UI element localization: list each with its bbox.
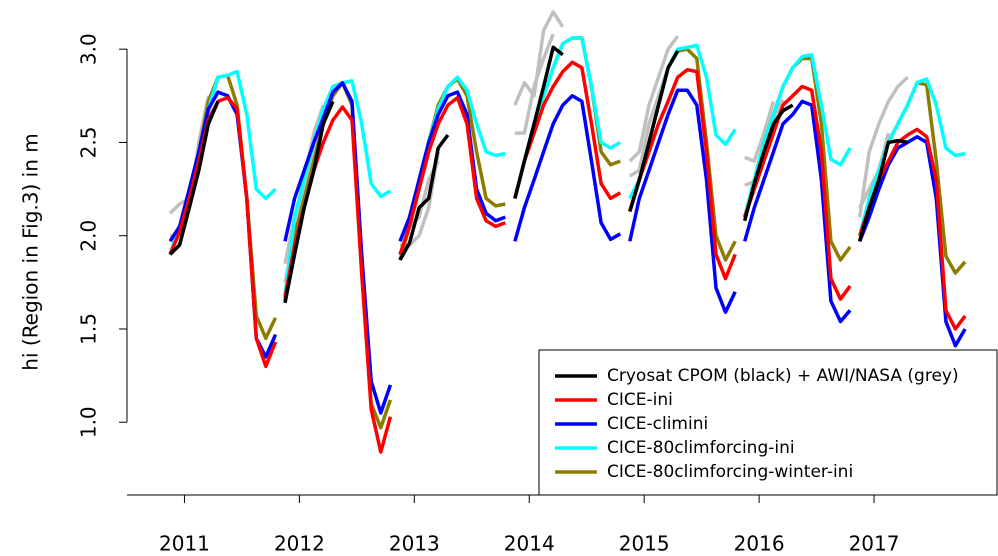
line-segment [513, 45, 564, 199]
line-segment [513, 36, 622, 199]
line-segment [743, 84, 852, 301]
y-tick-label: 1.5 [77, 313, 101, 345]
y-tick-label: 2.0 [77, 220, 101, 252]
line-segment [283, 79, 392, 296]
x-tick-label: 2017 [849, 532, 900, 556]
x-tick-label: 2016 [734, 532, 785, 556]
series [170, 33, 891, 283]
x-tick-label: 2011 [159, 532, 210, 556]
line-segment [398, 75, 506, 255]
line-segment [858, 127, 967, 331]
line-segment [858, 135, 967, 348]
line-segment [283, 100, 335, 304]
legend-label: CICE-80climforcing-ini [607, 438, 795, 458]
x-tick-label: 2014 [504, 532, 555, 556]
line-segment [858, 77, 966, 237]
line-segment [513, 60, 622, 201]
series [168, 81, 967, 415]
line-segment [858, 138, 908, 242]
series [168, 45, 908, 304]
line-segment [398, 95, 506, 255]
line-segment [513, 10, 565, 106]
line-segment [743, 103, 794, 222]
y-tick-label: 1.0 [77, 406, 101, 438]
x-tick-label: 2015 [619, 532, 670, 556]
line-segment [168, 95, 278, 369]
series [168, 10, 909, 265]
line-segment [168, 100, 220, 256]
line-segment [513, 94, 622, 242]
line-segment [743, 99, 852, 324]
line-segment [513, 36, 621, 199]
line-segment [628, 50, 680, 213]
legend-label: CICE-ini [607, 390, 673, 410]
legend-label: Cryosat CPOM (black) + AWI/NASA (grey) [607, 366, 959, 386]
line-segment [628, 35, 680, 163]
y-tick-label: 2.5 [77, 127, 101, 159]
line-segment [398, 77, 506, 261]
legend-box [538, 349, 998, 496]
legend-label: CICE-climini [607, 414, 708, 434]
line-segment [283, 81, 393, 430]
line-segment [628, 67, 737, 281]
line-segment [857, 75, 909, 218]
line-segment [744, 100, 776, 163]
y-tick-label: 3.0 [77, 33, 101, 65]
legend-label: CICE-80climforcing-winter-ini [607, 462, 853, 482]
y-axis-label: hi (Region in Fig.3) in m [19, 133, 43, 370]
legend: Cryosat CPOM (black) + AWI/NASA (grey) CI… [538, 349, 998, 496]
line-segment [283, 81, 393, 415]
line-segment [398, 133, 450, 261]
line-segment [628, 88, 737, 314]
line-segment [743, 53, 852, 218]
line-segment [398, 90, 506, 242]
line-segment [283, 105, 393, 454]
x-tick-label: 2012 [274, 532, 325, 556]
x-tick-label: 2013 [389, 532, 440, 556]
series [168, 36, 966, 296]
